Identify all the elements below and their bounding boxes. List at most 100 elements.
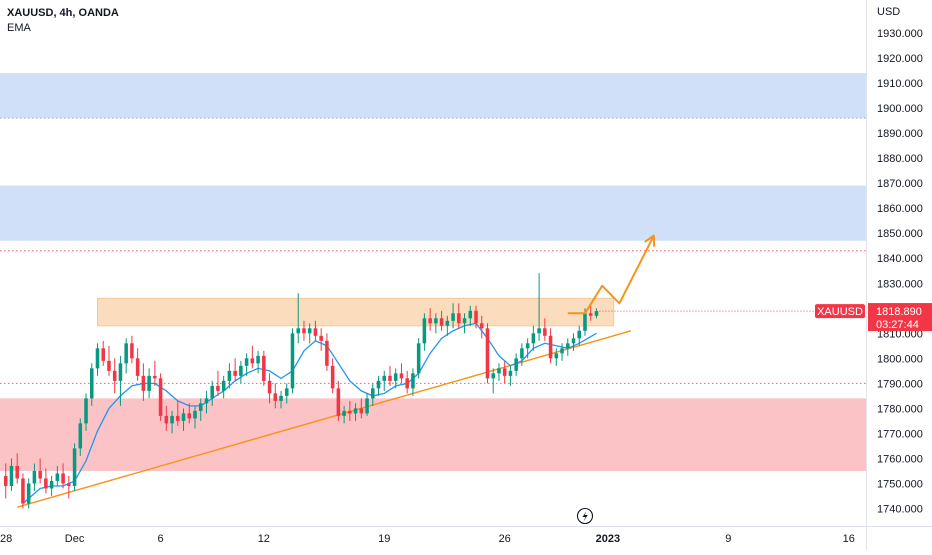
- candle: [457, 303, 461, 329]
- candle: [130, 335, 134, 364]
- candle: [508, 365, 513, 386]
- candle-body: [3, 475, 8, 486]
- candle-body: [227, 370, 232, 381]
- candle-body: [296, 328, 301, 334]
- candle-body: [176, 415, 180, 421]
- candle: [279, 390, 283, 409]
- candle: [193, 405, 197, 429]
- candle: [290, 328, 295, 394]
- candle-body: [26, 483, 31, 504]
- price-tick-label: 1760.000: [877, 453, 923, 465]
- indicator-label[interactable]: EMA: [7, 22, 31, 34]
- candle-body: [548, 335, 553, 359]
- candle: [313, 320, 318, 341]
- candle: [112, 358, 117, 394]
- candle-body: [365, 398, 369, 414]
- candle-body: [198, 403, 203, 411]
- candle-body: [382, 375, 387, 381]
- candle: [451, 303, 455, 329]
- time-tick-label: 16: [843, 533, 855, 545]
- price-tick-label: 1880.000: [877, 153, 923, 165]
- candle: [118, 355, 123, 406]
- candle: [359, 398, 364, 419]
- candle-body: [348, 410, 352, 414]
- candle: [284, 383, 289, 404]
- candle-body: [371, 388, 375, 399]
- candle-body: [44, 478, 48, 489]
- lightning-icon[interactable]: [576, 507, 594, 525]
- candle-body: [38, 470, 42, 479]
- candle-body: [221, 380, 226, 391]
- candle: [135, 348, 140, 381]
- candle: [244, 353, 249, 376]
- projection-arrowhead: [644, 234, 656, 247]
- candle: [221, 375, 226, 399]
- candle-body: [164, 415, 169, 424]
- candle: [89, 363, 94, 406]
- current-price-value: 1818.890: [876, 306, 922, 318]
- candle: [176, 400, 180, 426]
- price-tick-label: 1750.000: [877, 478, 923, 490]
- price-axis-currency: USD: [877, 6, 900, 18]
- candle-body: [565, 343, 570, 349]
- time-tick-label: 9: [725, 533, 731, 545]
- candle: [399, 363, 404, 384]
- candle: [250, 345, 255, 369]
- candle: [560, 343, 564, 361]
- candle-body: [284, 388, 289, 396]
- supply-zone-1: [0, 185, 866, 241]
- candle-body: [468, 310, 473, 319]
- candle-body: [78, 423, 83, 449]
- candle: [548, 328, 553, 364]
- candle-body: [336, 388, 341, 416]
- candle-body: [376, 380, 381, 389]
- time-tick-label: 2023: [596, 533, 620, 545]
- candle-body: [502, 368, 507, 376]
- candle-body: [577, 330, 582, 339]
- price-tick-label: 1810.000: [877, 328, 923, 340]
- candle: [239, 360, 243, 384]
- projection-layer[interactable]: [567, 234, 656, 315]
- candle: [336, 380, 341, 421]
- candle: [577, 325, 582, 346]
- price-tick-label: 1910.000: [877, 78, 923, 90]
- candle-body: [485, 328, 490, 379]
- candle-body: [428, 318, 432, 324]
- symbol-legend: XAUUSD, 4h, OANDA EMA: [7, 6, 119, 36]
- candle: [497, 363, 501, 381]
- candle-body: [537, 328, 541, 334]
- candle: [353, 403, 358, 421]
- candle-body: [399, 373, 404, 379]
- lightning-icon-bolt: [582, 511, 588, 522]
- candle: [262, 350, 266, 386]
- price-tick-label: 1920.000: [877, 53, 923, 65]
- candle: [371, 383, 375, 406]
- candle-body: [543, 328, 547, 336]
- candle-body: [388, 375, 392, 381]
- candle: [38, 458, 42, 484]
- levels-layer: [0, 117, 866, 384]
- price-tick-label: 1830.000: [877, 278, 923, 290]
- candle: [474, 305, 478, 329]
- symbol-title[interactable]: XAUUSD, 4h, OANDA: [7, 7, 119, 19]
- candle-body: [15, 465, 19, 479]
- candle: [95, 343, 100, 376]
- candle: [411, 368, 415, 396]
- price-tick-label: 1900.000: [877, 103, 923, 115]
- candle: [445, 315, 450, 336]
- current-price-symbol-badge[interactable]: [815, 304, 865, 319]
- time-tick-label: 19: [378, 533, 390, 545]
- candle: [388, 365, 392, 386]
- price-tick-label: 1890.000: [877, 128, 923, 140]
- candle: [594, 308, 599, 319]
- candle-body: [416, 343, 421, 374]
- trendline-layer[interactable]: [17, 330, 632, 508]
- candle: [571, 333, 576, 351]
- candle: [44, 468, 48, 494]
- price-tick-label: 1740.000: [877, 503, 923, 515]
- candle-body: [158, 378, 163, 416]
- candle: [485, 323, 490, 384]
- candle-body: [273, 393, 278, 401]
